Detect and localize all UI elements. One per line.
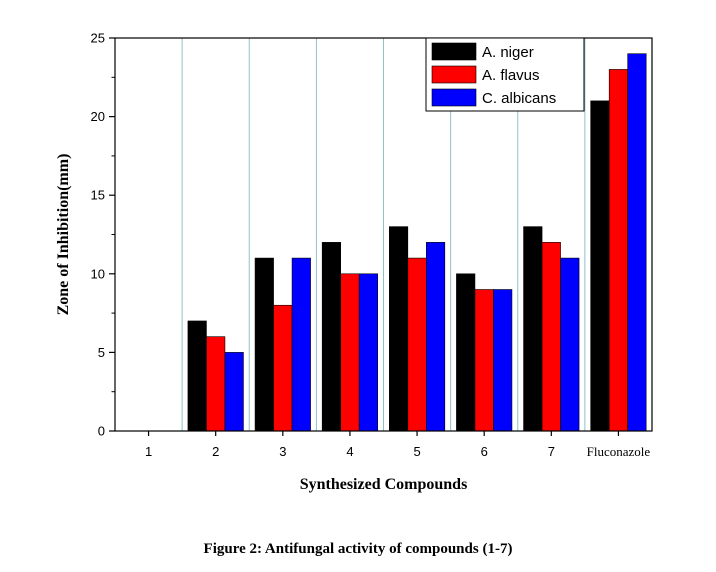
x-axis-title: Synthesized Compounds (300, 476, 468, 493)
x-tick-label: Fluconazole (587, 444, 651, 459)
y-axis-title: Zone of Inhibition(mm) (55, 154, 72, 316)
bar-3-a-flavus (273, 304, 293, 432)
tick-labels: 0 5 10 15 20 25 1 2 3 4 5 6 7 Fluconazole (91, 31, 651, 460)
axis-ticks (109, 37, 620, 436)
bar-6-a-flavus (474, 289, 494, 432)
bar-fluconazole-c-albicans (627, 53, 647, 432)
bar-fluconazole-a-niger (590, 100, 610, 432)
bar-5-c-albicans (426, 242, 446, 432)
bar-fluconazole-a-flavus (608, 69, 628, 432)
legend-swatch (431, 65, 477, 84)
bar-3-c-albicans (291, 257, 311, 432)
bar-6-a-niger (456, 273, 476, 432)
x-tick-label: 4 (346, 444, 353, 459)
x-tick-label: 5 (413, 444, 420, 459)
legend: A. niger A. flavus C. albicans (425, 37, 585, 112)
bar-4-a-niger (321, 242, 341, 432)
bar-chart: 0 5 10 15 20 25 1 2 3 4 5 6 7 Fluconazole Synthesized… (55, 31, 653, 493)
y-tick-label: 0 (98, 424, 105, 439)
x-tick-label: 6 (481, 444, 488, 459)
legend-label: A. niger (482, 44, 534, 61)
bar-5-a-flavus (407, 257, 427, 432)
x-tick-label: 3 (279, 444, 286, 459)
y-tick-label: 5 (98, 345, 105, 360)
bar-4-c-albicans (358, 273, 378, 432)
y-tick-label: 15 (91, 188, 105, 203)
bar-2-a-niger (187, 320, 207, 432)
legend-swatch (431, 88, 477, 107)
x-tick-label: 2 (212, 444, 219, 459)
legend-label: C. albicans (482, 90, 556, 107)
bar-3-a-niger (254, 257, 274, 432)
bar-7-c-albicans (560, 257, 580, 432)
x-tick-label: 1 (145, 444, 152, 459)
y-tick-label: 25 (91, 31, 105, 46)
figure-caption: Figure 2: Antifungal activity of compoun… (203, 541, 513, 557)
legend-label: A. flavus (482, 67, 540, 84)
bar-2-c-albicans (224, 352, 244, 432)
legend-swatch (431, 42, 477, 61)
bar-7-a-niger (523, 226, 543, 432)
bar-6-c-albicans (493, 289, 513, 432)
y-tick-label: 10 (91, 266, 105, 281)
x-tick-label: 7 (548, 444, 555, 459)
bar-4-a-flavus (340, 273, 360, 432)
bar-2-a-flavus (206, 336, 226, 432)
bar-5-a-niger (389, 226, 409, 432)
bar-7-a-flavus (541, 242, 561, 432)
bars (187, 53, 647, 432)
y-tick-label: 20 (91, 109, 105, 124)
